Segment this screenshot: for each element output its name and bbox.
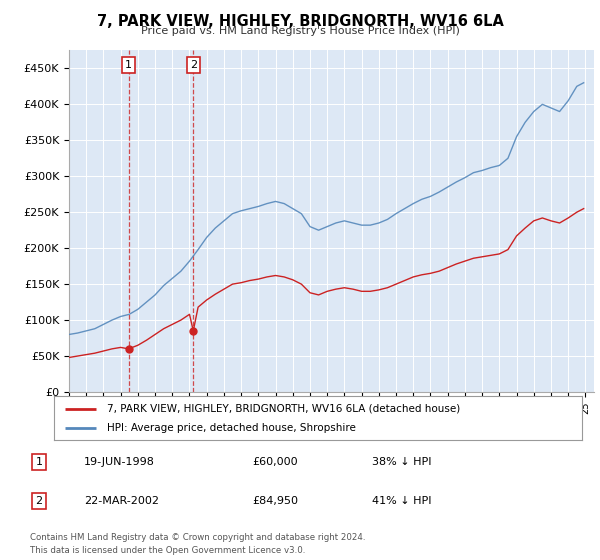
Text: 1: 1	[125, 60, 132, 70]
Text: 1: 1	[35, 457, 43, 467]
Text: 7, PARK VIEW, HIGHLEY, BRIDGNORTH, WV16 6LA: 7, PARK VIEW, HIGHLEY, BRIDGNORTH, WV16 …	[97, 14, 503, 29]
Text: 2: 2	[35, 496, 43, 506]
Text: Price paid vs. HM Land Registry's House Price Index (HPI): Price paid vs. HM Land Registry's House …	[140, 26, 460, 36]
Text: 7, PARK VIEW, HIGHLEY, BRIDGNORTH, WV16 6LA (detached house): 7, PARK VIEW, HIGHLEY, BRIDGNORTH, WV16 …	[107, 404, 460, 413]
Text: Contains HM Land Registry data © Crown copyright and database right 2024.: Contains HM Land Registry data © Crown c…	[30, 533, 365, 542]
Text: 22-MAR-2002: 22-MAR-2002	[84, 496, 159, 506]
Text: £84,950: £84,950	[252, 496, 298, 506]
Text: This data is licensed under the Open Government Licence v3.0.: This data is licensed under the Open Gov…	[30, 546, 305, 555]
Text: 41% ↓ HPI: 41% ↓ HPI	[372, 496, 431, 506]
Text: 2: 2	[190, 60, 197, 70]
Text: 19-JUN-1998: 19-JUN-1998	[84, 457, 155, 467]
Text: 38% ↓ HPI: 38% ↓ HPI	[372, 457, 431, 467]
Text: HPI: Average price, detached house, Shropshire: HPI: Average price, detached house, Shro…	[107, 423, 356, 432]
Text: £60,000: £60,000	[252, 457, 298, 467]
